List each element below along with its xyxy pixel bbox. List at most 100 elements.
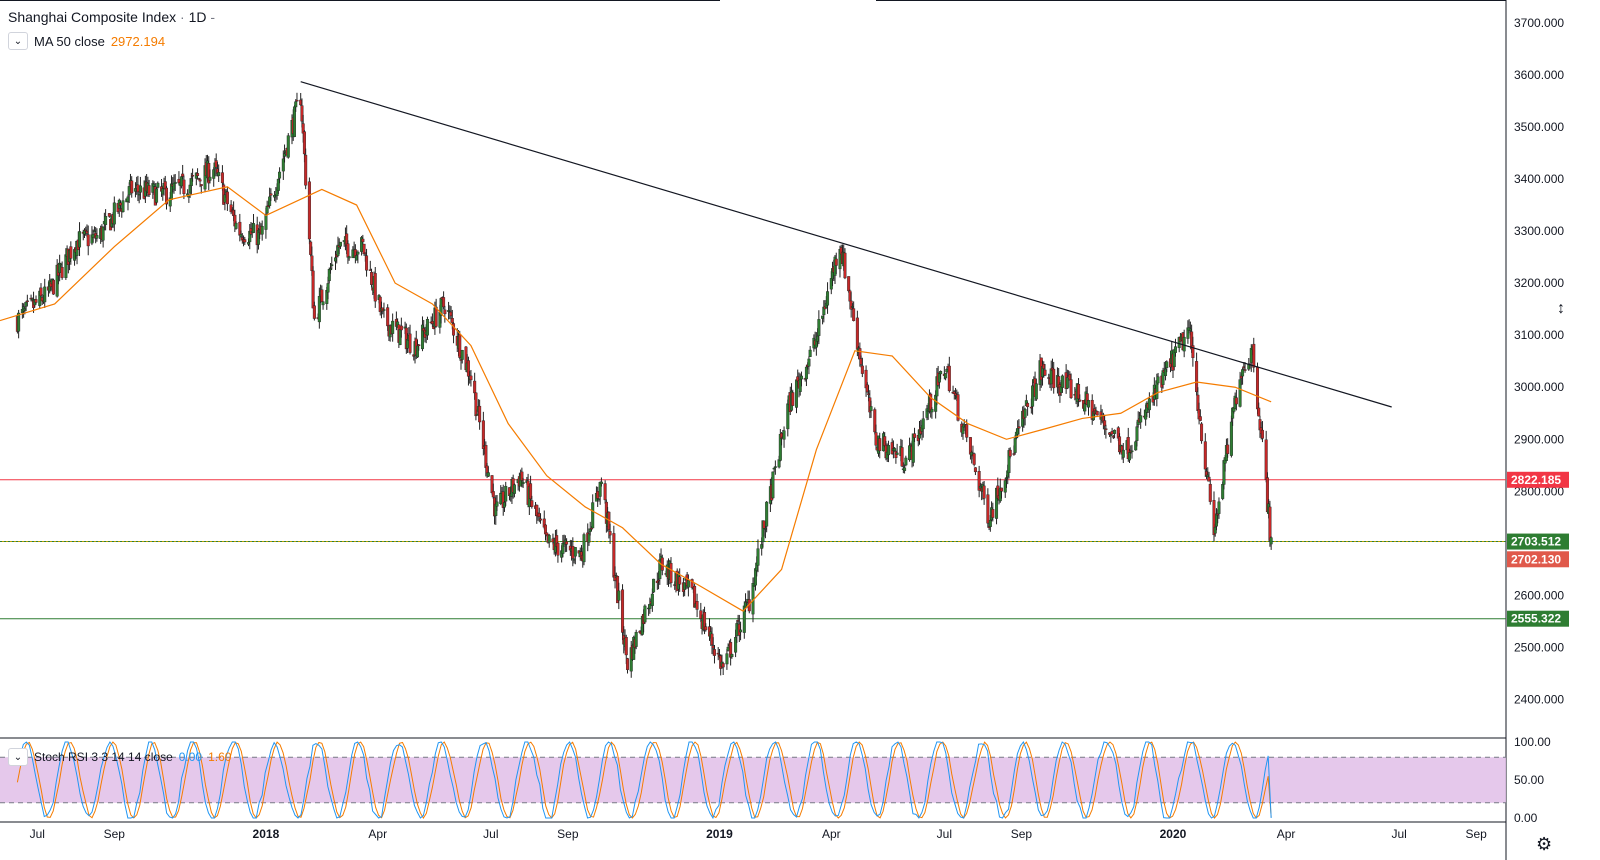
candle-body	[281, 158, 285, 172]
candle-body	[1023, 409, 1027, 418]
rsi-legend[interactable]: ⌄ Stoch RSI 3 3 14 14 close 0.00 1.60	[8, 748, 231, 766]
candle-body	[547, 535, 551, 543]
candle-body	[587, 533, 591, 543]
candle-body	[478, 405, 482, 423]
top-border-left	[0, 0, 720, 1]
candle-body	[873, 409, 877, 433]
candle-body	[481, 420, 485, 449]
candle-body	[634, 631, 638, 647]
candle-body	[1026, 403, 1030, 407]
level-price-label-bg	[1507, 533, 1569, 550]
candle-body	[474, 392, 478, 417]
candle-body	[852, 308, 856, 321]
candle-body	[621, 589, 625, 633]
candle-body	[582, 534, 586, 563]
candle-body	[591, 502, 595, 529]
candle-body	[556, 542, 560, 556]
symbol-legend[interactable]: Shanghai Composite Index · 1D -	[8, 9, 215, 25]
candle-body	[1000, 487, 1004, 492]
candle-body	[529, 483, 533, 499]
candle-body	[860, 365, 864, 374]
candle-body	[326, 283, 330, 293]
candle-body	[874, 432, 878, 446]
stoch-tick-label: 100.00	[1514, 735, 1551, 749]
ma-label: MA 50 close	[34, 33, 105, 49]
candle-body	[91, 233, 95, 238]
candle-body	[217, 172, 221, 177]
time-tick-label: Jul	[1391, 827, 1406, 841]
candle-body	[119, 202, 123, 206]
candle-body	[361, 238, 365, 243]
candle-body	[1217, 501, 1221, 514]
candle-body	[86, 234, 90, 247]
time-tick-label: Sep	[1011, 827, 1033, 841]
interval-label: 1D	[188, 9, 207, 25]
candle-body	[220, 172, 224, 184]
candle-body	[1198, 416, 1202, 421]
candle-body	[1147, 398, 1151, 411]
time-tick-label: Sep	[557, 827, 579, 841]
price-tick-label: 3500.000	[1514, 120, 1564, 134]
candle-body	[165, 187, 169, 205]
candle-body	[370, 271, 374, 285]
candle-body	[643, 605, 647, 623]
dot-separator: ·	[180, 9, 185, 25]
candle-body	[1229, 421, 1233, 456]
chevron-down-icon[interactable]: ⌄	[8, 748, 28, 766]
candle-body	[1113, 429, 1117, 434]
candle-body	[847, 276, 851, 292]
level-price-label: 2703.512	[1511, 535, 1561, 549]
candle-body	[893, 448, 897, 451]
candle-body	[596, 491, 600, 499]
candle-body	[196, 173, 200, 176]
candle-body	[51, 279, 55, 295]
candle-body	[173, 181, 177, 184]
candle-body	[791, 392, 795, 406]
ma-legend[interactable]: ⌄ MA 50 close 2972.194	[8, 32, 165, 50]
stoch-tick-label: 50.00	[1514, 773, 1544, 787]
candle-body	[302, 131, 306, 155]
candle-body	[603, 483, 607, 501]
candle-body	[1173, 346, 1177, 353]
candle-body	[391, 320, 395, 334]
price-tick-label: 3700.000	[1514, 16, 1564, 30]
gear-icon[interactable]: ⚙	[1536, 834, 1553, 854]
candle-body	[1252, 343, 1256, 368]
resize-handle-icon[interactable]: ↕	[1557, 300, 1565, 317]
price-tick-label: 3300.000	[1514, 224, 1564, 238]
candle-body	[473, 380, 477, 394]
candle-body	[1103, 420, 1107, 427]
candle-body	[826, 291, 830, 306]
candle-body	[408, 333, 412, 353]
candle-body	[1118, 436, 1122, 453]
candle-body	[977, 471, 981, 491]
chevron-down-icon[interactable]: ⌄	[8, 32, 28, 50]
candle-body	[362, 243, 366, 255]
ma50-line	[0, 186, 1272, 612]
last-price-label-bg	[1507, 551, 1569, 568]
candle-body	[69, 246, 73, 259]
candle-body	[101, 226, 105, 241]
candle-body	[1031, 385, 1035, 407]
time-tick-label: Jul	[937, 827, 952, 841]
candle-body	[571, 546, 575, 559]
stoch-tick-label: 0.00	[1514, 811, 1538, 825]
candle-body	[521, 481, 525, 484]
candle-body	[312, 305, 316, 319]
candle-body	[729, 642, 733, 658]
candle-body	[1195, 361, 1199, 393]
candle-body	[834, 258, 838, 266]
candle-body	[972, 453, 976, 465]
candle-body	[807, 358, 811, 367]
candle-body	[330, 264, 334, 266]
candle-body	[1164, 368, 1168, 376]
candle-body	[104, 216, 108, 225]
candle-body	[130, 180, 134, 194]
time-tick-label: 2019	[706, 827, 733, 841]
candle-body	[95, 235, 99, 239]
candle-body	[264, 214, 268, 230]
candle-body	[608, 531, 612, 536]
level-price-label-bg	[1507, 471, 1569, 488]
candle-body	[269, 193, 273, 196]
